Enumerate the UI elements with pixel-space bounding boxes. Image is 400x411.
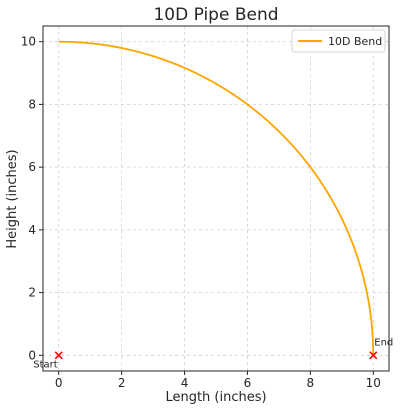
x-tick-label: 10 <box>366 376 381 390</box>
plot-frame <box>42 25 390 372</box>
x-tick-label: 4 <box>181 376 189 390</box>
ticks: 0 2 4 6 8 10 0 2 4 6 8 10 <box>21 35 381 390</box>
series-layer: Start End <box>33 40 393 370</box>
y-tick-label: 8 <box>28 97 36 111</box>
marker-label-end: End <box>374 337 393 348</box>
y-tick-label: 2 <box>28 286 36 300</box>
x-axis-label: Length (inches) <box>165 390 266 405</box>
x-tick-label: 2 <box>118 376 126 390</box>
marker-end: End <box>369 337 393 360</box>
series-line <box>58 40 375 356</box>
legend-label: 10D Bend <box>328 35 382 48</box>
legend-box <box>291 29 386 53</box>
marker-stroke <box>54 351 63 360</box>
y-tick-label: 10 <box>21 35 36 49</box>
marker-label-start: Start <box>33 359 58 370</box>
x-tick-label: 6 <box>244 376 252 390</box>
y-tick-label: 6 <box>28 160 36 174</box>
legend: 10D Bend <box>291 29 386 53</box>
y-tick-label: 0 <box>28 348 36 362</box>
x-tick-label: 0 <box>55 376 63 390</box>
y-tick-label: 4 <box>28 223 36 237</box>
grid <box>43 26 389 371</box>
chart-title: 10D Pipe Bend <box>153 5 278 25</box>
marker-start: Start <box>33 351 63 370</box>
x-tick-label: 8 <box>307 376 315 390</box>
marker-stroke <box>369 351 378 360</box>
y-axis-label: Height (inches) <box>5 149 20 248</box>
